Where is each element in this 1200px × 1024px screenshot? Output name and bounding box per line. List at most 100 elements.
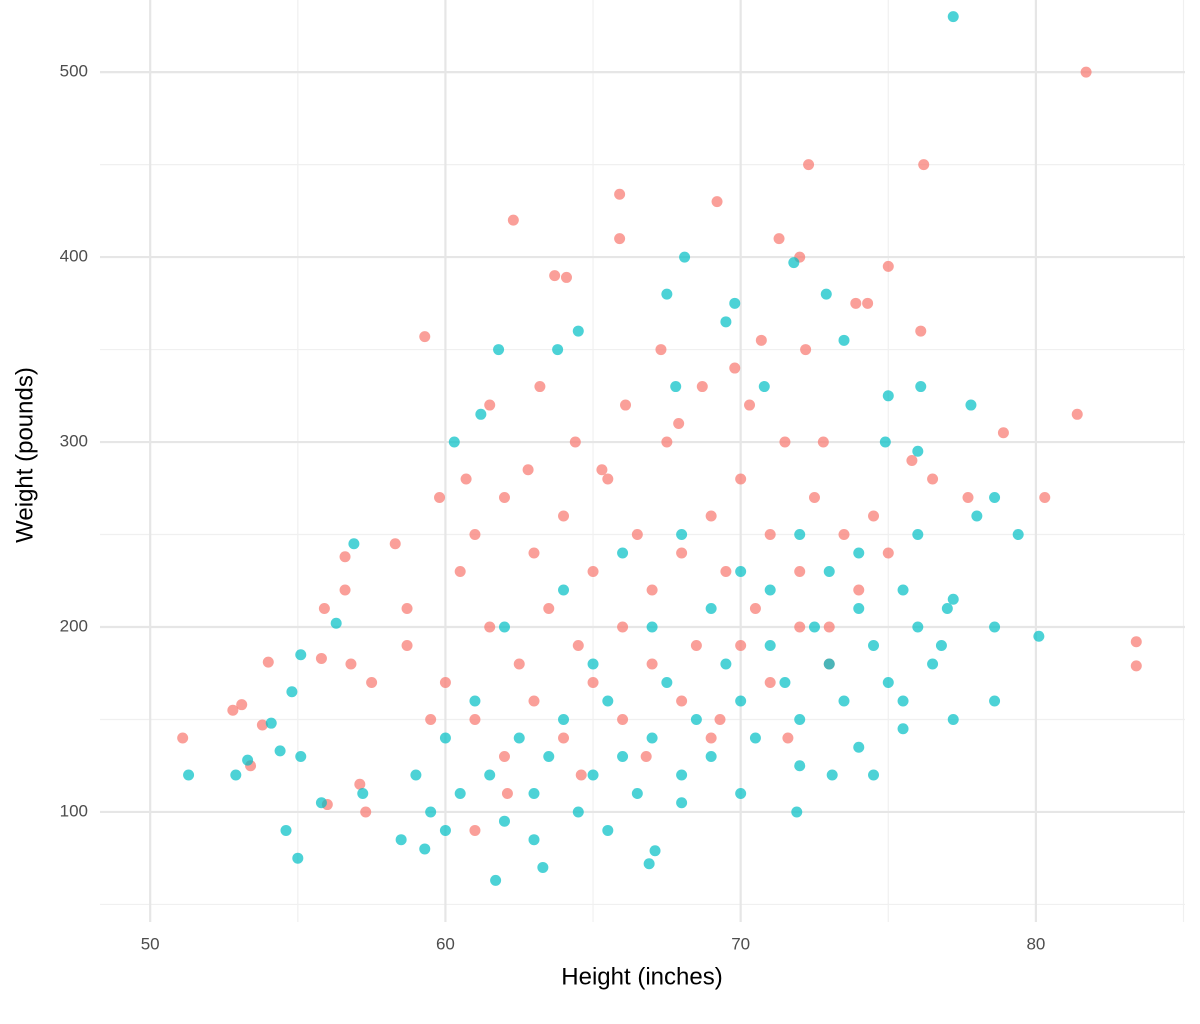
point	[690, 713, 702, 725]
point	[439, 676, 451, 688]
point	[230, 769, 242, 781]
point	[729, 297, 741, 309]
point	[915, 325, 927, 337]
point	[764, 676, 776, 688]
point	[631, 787, 643, 799]
x-tick-label: 80	[1026, 934, 1045, 953]
point	[838, 334, 850, 346]
point	[493, 344, 505, 356]
point	[705, 603, 717, 615]
point	[882, 547, 894, 559]
point	[676, 769, 688, 781]
point	[560, 271, 572, 283]
point	[838, 529, 850, 541]
point	[434, 492, 446, 504]
point	[912, 529, 924, 541]
point	[764, 529, 776, 541]
point	[868, 510, 880, 522]
point	[705, 750, 717, 762]
point	[779, 676, 791, 688]
point	[631, 529, 643, 541]
point	[676, 695, 688, 707]
point	[947, 713, 959, 725]
point	[868, 639, 880, 651]
point	[705, 510, 717, 522]
point	[286, 686, 298, 698]
point	[484, 621, 496, 633]
point	[575, 769, 587, 781]
point	[602, 824, 614, 836]
point	[729, 362, 741, 374]
point	[897, 584, 909, 596]
point	[826, 769, 838, 781]
point	[339, 584, 351, 596]
point	[997, 427, 1009, 439]
point	[587, 566, 599, 578]
point	[808, 492, 820, 504]
point	[853, 547, 865, 559]
point	[454, 566, 466, 578]
y-tick-label: 200	[60, 616, 88, 635]
point	[534, 381, 546, 393]
point	[558, 584, 570, 596]
point	[690, 639, 702, 651]
point	[794, 713, 806, 725]
point	[439, 732, 451, 744]
point	[617, 621, 629, 633]
point	[755, 334, 767, 346]
point	[543, 603, 555, 615]
point	[817, 436, 829, 448]
point	[1071, 408, 1083, 420]
x-axis-title: Height (inches)	[561, 963, 722, 990]
point	[572, 639, 584, 651]
point	[490, 874, 502, 886]
point	[596, 464, 608, 476]
point	[620, 399, 632, 411]
point	[720, 316, 732, 328]
point	[558, 510, 570, 522]
point	[315, 797, 327, 809]
point	[1080, 66, 1092, 78]
point	[927, 658, 939, 670]
point	[484, 399, 496, 411]
point	[720, 658, 732, 670]
point	[673, 418, 685, 430]
point	[705, 732, 717, 744]
point	[345, 658, 357, 670]
point	[242, 754, 254, 766]
point	[315, 652, 327, 664]
x-tick-label: 70	[731, 934, 750, 953]
point	[794, 621, 806, 633]
point	[295, 750, 307, 762]
point	[882, 390, 894, 402]
points	[177, 11, 1142, 886]
point	[295, 649, 307, 661]
point	[617, 750, 629, 762]
point	[820, 288, 832, 300]
point	[897, 723, 909, 735]
point	[646, 621, 658, 633]
point	[655, 344, 667, 356]
point	[794, 760, 806, 772]
point	[971, 510, 983, 522]
point	[602, 473, 614, 485]
point	[676, 529, 688, 541]
point	[696, 381, 708, 393]
point	[989, 492, 1001, 504]
point	[879, 436, 891, 448]
point	[513, 658, 525, 670]
point	[587, 769, 599, 781]
point	[941, 603, 953, 615]
point	[735, 473, 747, 485]
point	[528, 695, 540, 707]
grid	[100, 0, 1185, 922]
point	[425, 713, 437, 725]
point	[661, 288, 673, 300]
point	[915, 381, 927, 393]
point	[962, 492, 974, 504]
point	[558, 713, 570, 725]
point	[744, 399, 756, 411]
point	[646, 658, 658, 670]
point	[513, 732, 525, 744]
point	[935, 639, 947, 651]
